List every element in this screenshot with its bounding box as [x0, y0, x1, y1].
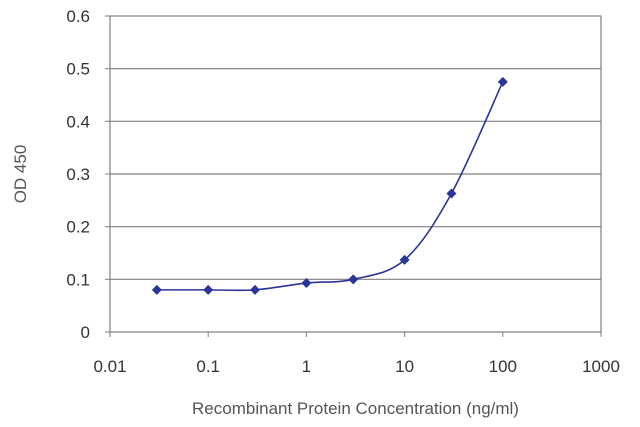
y-tick-label-0: 0 [81, 323, 90, 342]
data-point-1 [203, 284, 214, 295]
x-tick-label-2: 1 [302, 357, 311, 376]
grid-lines [110, 68, 601, 280]
y-tick-label-1: 0.1 [66, 270, 90, 289]
data-point-4 [348, 274, 359, 285]
data-point-3 [301, 278, 312, 289]
data-point-2 [250, 284, 261, 295]
x-tick-label-5: 1000 [582, 357, 620, 376]
x-axis-ticks: 0.01 0.1 1 10 100 1000 [93, 332, 620, 376]
x-axis-title: Recombinant Protein Concentration (ng/ml… [192, 399, 519, 418]
series-curve [156, 81, 504, 292]
data-point-7 [497, 76, 508, 87]
x-tick-label-3: 10 [395, 357, 414, 376]
y-tick-label-6: 0.6 [66, 7, 90, 26]
y-tick-label-2: 0.2 [66, 218, 90, 237]
data-point-6 [446, 188, 457, 199]
data-points [151, 76, 508, 295]
y-axis-title: OD 450 [11, 145, 30, 204]
data-point-0 [151, 284, 162, 295]
y-tick-label-4: 0.4 [66, 112, 90, 131]
y-tick-label-3: 0.3 [66, 165, 90, 184]
x-tick-label-4: 100 [489, 357, 517, 376]
data-point-5 [399, 254, 410, 265]
y-tick-label-5: 0.5 [66, 60, 90, 79]
x-tick-label-1: 0.1 [196, 357, 220, 376]
y-axis-ticks: 0 0.1 0.2 0.3 0.4 0.5 0.6 [66, 7, 110, 342]
x-tick-label-0: 0.01 [93, 357, 126, 376]
